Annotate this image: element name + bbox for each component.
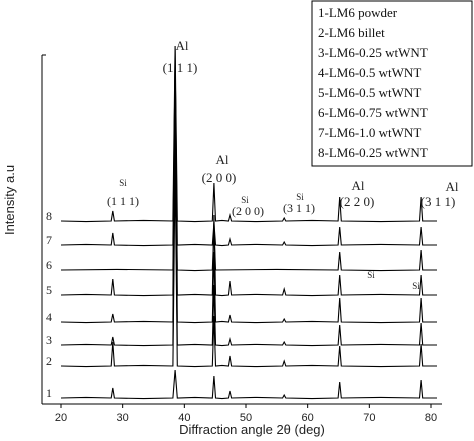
legend-entry-3: 3-LM6-0.25 wtWNT <box>318 45 428 60</box>
series-layer <box>60 45 437 400</box>
annotation-hkl-al-2-2-0: (2 2 0) <box>340 194 375 209</box>
annotation-element-si-2-0-0: Si <box>241 195 249 205</box>
series-number-8: 8 <box>46 209 52 223</box>
series-trace-5 <box>60 49 437 297</box>
annotation-hkl-al-2-0-0: (2 0 0) <box>202 170 237 185</box>
legend-frame <box>311 0 473 167</box>
annotation-hkl-si-2-0-0: (2 0 0) <box>232 204 264 218</box>
series-number-4: 4 <box>46 310 52 324</box>
series-number-5: 5 <box>46 283 52 297</box>
series-number-3: 3 <box>46 333 52 347</box>
series-number-1: 1 <box>46 386 52 400</box>
annotation-element-al-3-1-1: Al <box>446 179 459 194</box>
x-tick-layer: 20 30 40 50 60 70 80 <box>55 404 437 424</box>
series-number-7: 7 <box>46 233 52 247</box>
annotation-element-al-2-2-0: Al <box>352 178 365 193</box>
legend-entry-2: 2-LM6 billet <box>318 25 385 40</box>
annotation-element-si-peak-7: Si <box>367 270 375 280</box>
x-tick-label-80: 80 <box>425 412 437 424</box>
series-trace-8 <box>60 45 437 223</box>
annotation-element-si-peak-8: Si <box>412 281 420 291</box>
series-trace-3 <box>60 104 437 347</box>
legend: 1-LM6 powder 2-LM6 billet 3-LM6-0.25 wtWNT… <box>311 0 473 167</box>
annotation-layer: Al(1 1 1)Al(2 0 0)Al(2 2 0)Al(3 1 1)Si(1… <box>107 38 459 291</box>
x-axis-title: Diffraction angle 2θ (deg) <box>179 422 325 437</box>
annotation-hkl-al-1-1-1: (1 1 1) <box>163 60 198 75</box>
annotation-hkl-al-3-1-1: (3 1 1) <box>421 194 456 209</box>
series-trace-1 <box>60 369 437 400</box>
series-trace-7 <box>60 59 437 247</box>
x-tick-label-40: 40 <box>178 412 190 424</box>
x-tick-label-20: 20 <box>55 412 67 424</box>
series-label-layer: 1 2 3 4 5 6 7 8 <box>46 209 52 400</box>
legend-entry-1: 1-LM6 powder <box>318 5 398 20</box>
x-tick-label-50: 50 <box>240 412 252 424</box>
legend-entry-4: 4-LM6-0.5 wtWNT <box>318 65 421 80</box>
x-tick-label-30: 30 <box>117 412 129 424</box>
annotation-element-si-1-1-1: Si <box>119 178 127 188</box>
series-number-2: 2 <box>46 354 52 368</box>
series-trace-4 <box>60 66 437 324</box>
annotation-hkl-si-1-1-1: (1 1 1) <box>107 194 139 208</box>
annotation-hkl-si-3-1-1: (3 1 1) <box>283 201 315 215</box>
legend-items: 1-LM6 powder 2-LM6 billet 3-LM6-0.25 wtWNT… <box>318 5 428 160</box>
x-tick-label-60: 60 <box>302 412 314 424</box>
series-trace-2 <box>60 165 437 368</box>
series-number-6: 6 <box>46 258 52 272</box>
y-axis-title: Intensity a.u <box>2 165 17 235</box>
annotation-element-si-3-1-1: Si <box>296 192 304 202</box>
legend-entry-5: 5-LM6-0.5 wtWNT <box>318 85 421 100</box>
annotation-element-al-2-0-0: Al <box>216 152 229 167</box>
annotation-element-al-1-1-1: Al <box>176 38 189 53</box>
legend-entry-8: 8-LM6-0.25 wtWNT <box>318 145 428 160</box>
legend-entry-7: 7-LM6-1.0 wtWNT <box>318 125 421 140</box>
x-tick-label-70: 70 <box>363 412 375 424</box>
legend-entry-6: 6-LM6-0.75 wtWNT <box>318 105 428 120</box>
